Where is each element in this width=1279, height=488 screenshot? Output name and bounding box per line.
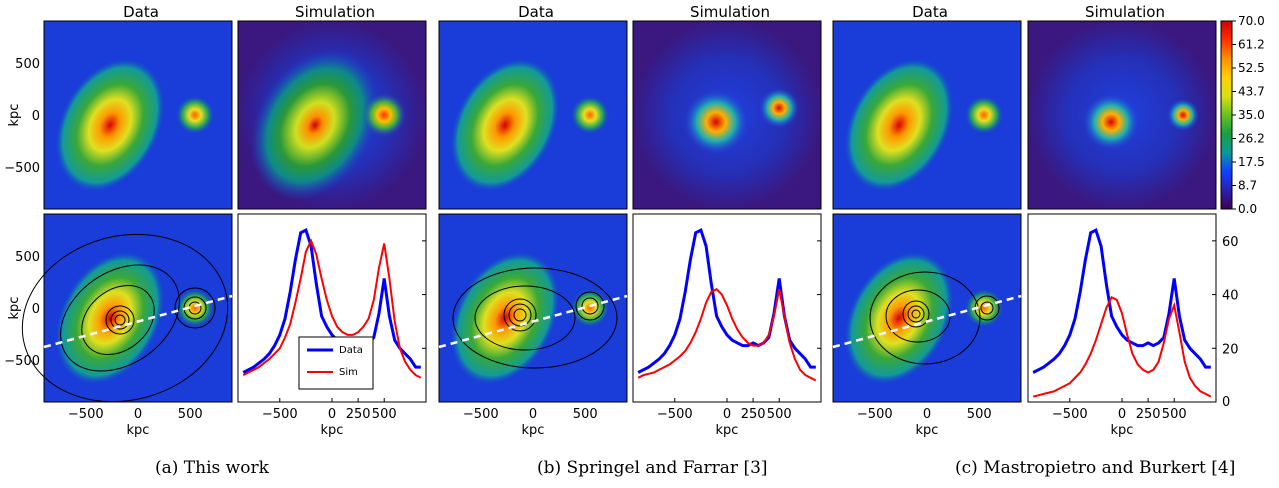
sim-map-a-top bbox=[237, 20, 427, 210]
legend: Data Sim bbox=[298, 336, 374, 390]
data-map-a-top bbox=[43, 20, 233, 210]
x-tick-label: 500 bbox=[1162, 407, 1187, 422]
x-tick-label: −500 bbox=[68, 407, 104, 422]
y-tick-label: −500 bbox=[4, 354, 40, 369]
colorbar-tick-label: 61.2 bbox=[1238, 38, 1265, 52]
x-tick-label: 0 bbox=[923, 407, 931, 422]
caption-c: (c) Mastropietro and Burkert [4] bbox=[955, 458, 1236, 478]
profile-y-tick-label: 60 bbox=[1222, 235, 1239, 250]
y-axis-label: kpc bbox=[7, 297, 22, 320]
x-tick-label: −500 bbox=[463, 407, 499, 422]
data-map-b-top bbox=[438, 20, 628, 210]
colorbar-tick-label: 17.5 bbox=[1238, 155, 1265, 169]
x-axis-label: kpc bbox=[716, 423, 739, 438]
cut-line-c bbox=[832, 294, 1022, 349]
data-map-b-bottom bbox=[438, 213, 628, 403]
legend-data-label: Data bbox=[339, 345, 363, 356]
colorbar: 70.0 61.2 52.5 43.7 35.0 26.2 17.5 8.7 0.0 bbox=[1220, 14, 1265, 216]
x-tick-label: 250 bbox=[741, 407, 766, 422]
x-tick-label: −500 bbox=[857, 407, 893, 422]
y-tick-label: 500 bbox=[15, 250, 40, 265]
colorbar-tick-label: 0.0 bbox=[1238, 202, 1257, 216]
caption-a: (a) This work bbox=[155, 458, 269, 478]
column-title-simulation: Simulation bbox=[295, 3, 375, 21]
colorbar-tick-label: 26.2 bbox=[1238, 132, 1265, 146]
sim-map-b-top bbox=[632, 20, 822, 210]
series-line-sim-a bbox=[242, 238, 422, 379]
column-title-simulation: Simulation bbox=[690, 3, 770, 21]
colorbar-tick-label: 52.5 bbox=[1238, 61, 1265, 75]
x-tick-label: 0 bbox=[134, 407, 142, 422]
x-tick-label: 0 bbox=[1118, 407, 1126, 422]
x-axis-label: kpc bbox=[321, 423, 344, 438]
legend-sim-label: Sim bbox=[339, 367, 358, 378]
y-tick-label: 500 bbox=[15, 57, 40, 72]
x-tick-label: 500 bbox=[967, 407, 992, 422]
x-tick-label: 0 bbox=[529, 407, 537, 422]
y-tick-label: 0 bbox=[32, 302, 40, 317]
x-axis-label: kpc bbox=[916, 423, 939, 438]
x-tick-label: 0 bbox=[328, 407, 336, 422]
x-tick-label: 250 bbox=[346, 407, 371, 422]
colorbar-tick-label: 43.7 bbox=[1238, 85, 1265, 99]
series-line-sim-b bbox=[637, 287, 817, 382]
series-line-data-c bbox=[1032, 227, 1211, 374]
x-axis-label: kpc bbox=[127, 423, 150, 438]
x-tick-label: 500 bbox=[767, 407, 792, 422]
x-tick-label: 500 bbox=[178, 407, 203, 422]
column-title-data: Data bbox=[518, 3, 554, 21]
x-tick-label: −500 bbox=[262, 407, 298, 422]
data-map-a-bottom bbox=[21, 213, 233, 403]
profile-frame-b bbox=[632, 213, 822, 403]
profile-lines bbox=[242, 227, 1216, 402]
colorbar-tick-label: 35.0 bbox=[1238, 108, 1265, 122]
x-axis-label: kpc bbox=[1111, 423, 1134, 438]
profile-y-tick-label: 0 bbox=[1222, 395, 1230, 410]
x-tick-label: 500 bbox=[573, 407, 598, 422]
series-line-sim-c bbox=[1032, 295, 1212, 398]
profile-y-tick-label: 20 bbox=[1222, 342, 1239, 357]
caption-b: (b) Springel and Farrar [3] bbox=[537, 458, 768, 478]
colorbar-tick-label: 70.0 bbox=[1238, 14, 1265, 28]
x-axis-label: kpc bbox=[522, 423, 545, 438]
sim-map-c-top bbox=[1027, 20, 1217, 210]
cut-line-b bbox=[438, 294, 628, 349]
cut-line-a bbox=[43, 294, 233, 349]
x-tick-label: −500 bbox=[657, 407, 693, 422]
profile-frame-c bbox=[1027, 213, 1217, 403]
x-tick-label: 0 bbox=[723, 407, 731, 422]
column-title-simulation: Simulation bbox=[1085, 3, 1165, 21]
y-tick-label: 0 bbox=[32, 109, 40, 124]
column-title-data: Data bbox=[123, 3, 159, 21]
x-tick-label: 250 bbox=[1136, 407, 1161, 422]
x-tick-label: 500 bbox=[372, 407, 397, 422]
series-line-data-a bbox=[242, 227, 421, 374]
y-tick-label: −500 bbox=[4, 161, 40, 176]
x-tick-label: −500 bbox=[1052, 407, 1088, 422]
colorbar-tick-label: 8.7 bbox=[1238, 179, 1257, 193]
y-axis-label: kpc bbox=[7, 104, 22, 127]
column-title-data: Data bbox=[912, 3, 948, 21]
data-map-c-bottom bbox=[832, 213, 1022, 403]
profile-y-tick-label: 40 bbox=[1222, 289, 1239, 304]
data-map-c-top bbox=[832, 20, 1022, 210]
